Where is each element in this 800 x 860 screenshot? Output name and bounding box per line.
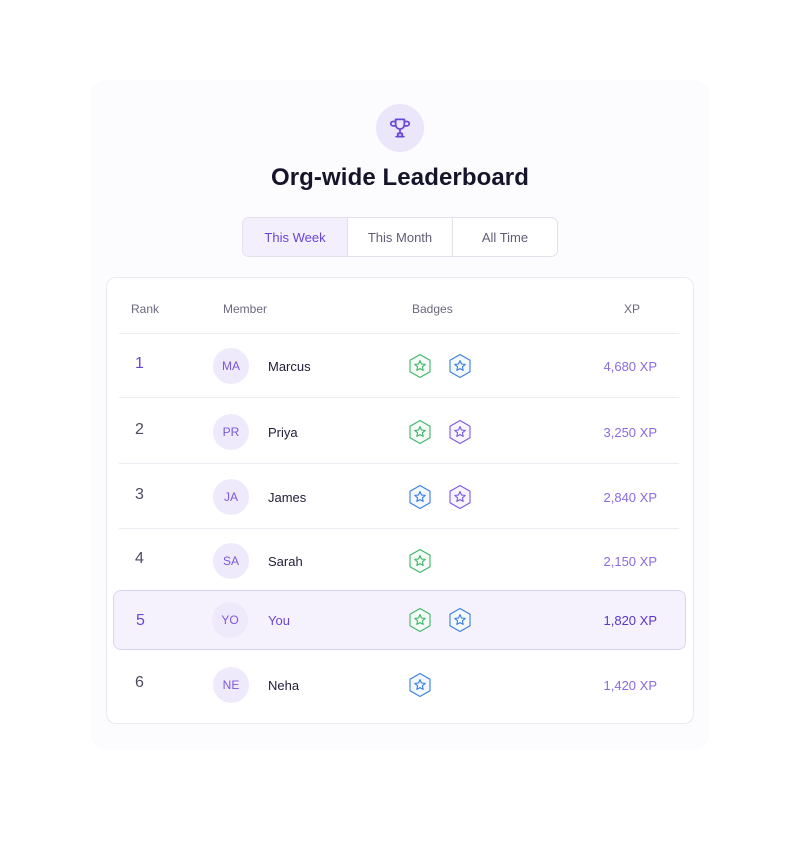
table-row[interactable]: 3 JA James 2,840 XP bbox=[119, 465, 679, 529]
member-name: You bbox=[268, 613, 290, 628]
column-header-rank: Rank bbox=[131, 302, 160, 316]
rank-number: 5 bbox=[136, 612, 145, 629]
member-name: Sarah bbox=[268, 554, 303, 569]
period-tabs: This Week This Month All Time bbox=[242, 217, 558, 257]
rank-number: 1 bbox=[135, 355, 144, 372]
tab-this-week[interactable]: This Week bbox=[243, 218, 348, 256]
column-header-member: Member bbox=[223, 302, 268, 316]
member-name: Marcus bbox=[268, 359, 311, 374]
table-row[interactable]: 6 NE Neha 1,420 XP bbox=[119, 653, 679, 717]
badge-list bbox=[407, 353, 473, 379]
blue-star-badge-icon bbox=[409, 672, 431, 698]
xp-value: 2,840 XP bbox=[603, 490, 658, 505]
purple-star-badge-icon bbox=[449, 419, 471, 445]
avatar: JA bbox=[213, 479, 249, 515]
avatar: MA bbox=[213, 348, 249, 384]
column-header-badges: Badges bbox=[412, 302, 453, 316]
trophy-icon bbox=[376, 104, 424, 152]
tab-this-month[interactable]: This Month bbox=[348, 218, 453, 256]
column-header-xp: XP bbox=[624, 302, 641, 316]
blue-star-badge-icon bbox=[409, 484, 431, 510]
green-star-badge-icon bbox=[409, 548, 431, 574]
rank-number: 2 bbox=[135, 421, 144, 438]
member-name: James bbox=[268, 490, 307, 505]
xp-value: 3,250 XP bbox=[603, 425, 658, 440]
page-title: Org-wide Leaderboard bbox=[270, 164, 530, 191]
current-user-row[interactable]: 5 YO You 1,820 XP bbox=[113, 590, 686, 650]
badge-list bbox=[407, 484, 473, 510]
green-star-badge-icon bbox=[409, 353, 431, 379]
member-name: Neha bbox=[268, 678, 300, 693]
green-star-badge-icon bbox=[409, 607, 431, 633]
avatar: YO bbox=[212, 602, 248, 638]
member-name: Priya bbox=[268, 425, 298, 440]
table-header: Rank Member Badges XP bbox=[119, 278, 679, 334]
blue-star-badge-icon bbox=[449, 607, 471, 633]
avatar: PR bbox=[213, 414, 249, 450]
badge-list bbox=[407, 548, 433, 574]
blue-star-badge-icon bbox=[449, 353, 471, 379]
purple-star-badge-icon bbox=[449, 484, 471, 510]
leaderboard-table: Rank Member Badges XP 1 MA Marcus 4,680 … bbox=[106, 277, 694, 724]
green-star-badge-icon bbox=[409, 419, 431, 445]
table-row[interactable]: 1 MA Marcus 4,680 XP bbox=[119, 334, 679, 398]
rank-number: 3 bbox=[135, 486, 144, 503]
xp-value: 1,420 XP bbox=[603, 678, 658, 693]
badge-list bbox=[407, 607, 473, 633]
xp-value: 4,680 XP bbox=[603, 359, 658, 374]
avatar: NE bbox=[213, 667, 249, 703]
avatar: SA bbox=[213, 543, 249, 579]
rank-number: 6 bbox=[135, 674, 144, 691]
tab-all-time[interactable]: All Time bbox=[481, 229, 529, 245]
badge-list bbox=[407, 419, 473, 445]
table-row[interactable]: 4 SA Sarah 2,150 XP bbox=[119, 529, 679, 593]
table-row[interactable]: 2 PR Priya 3,250 XP bbox=[119, 400, 679, 464]
xp-value: 2,150 XP bbox=[603, 554, 658, 569]
xp-value: 1,820 XP bbox=[603, 613, 658, 628]
rank-number: 4 bbox=[135, 550, 144, 567]
badge-list bbox=[407, 672, 433, 698]
